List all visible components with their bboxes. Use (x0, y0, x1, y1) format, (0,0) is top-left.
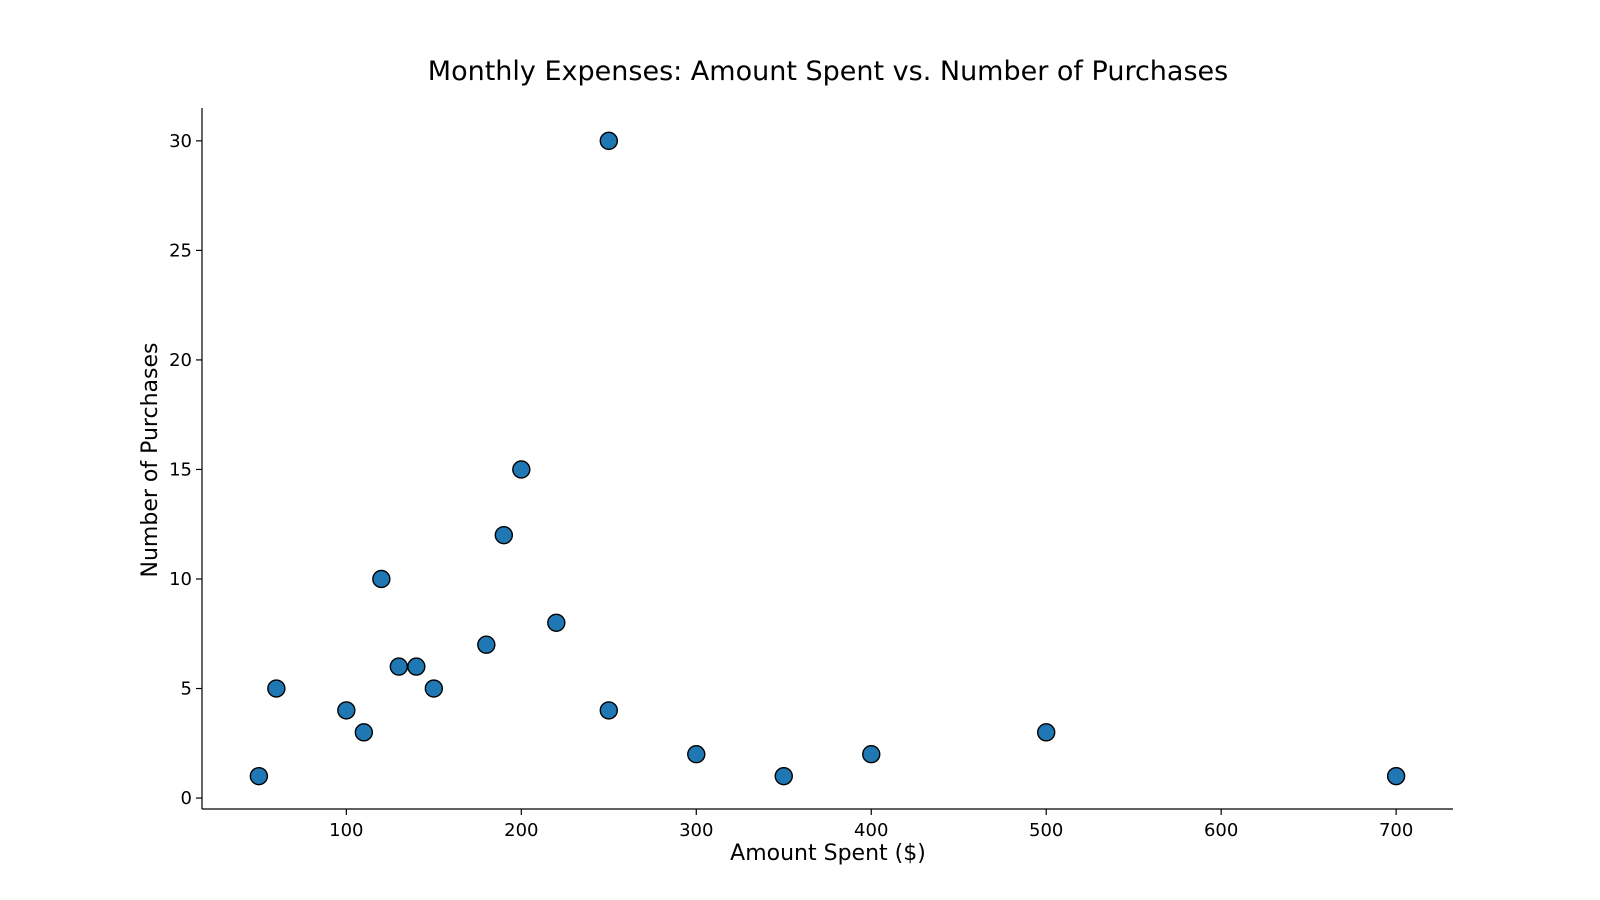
x-axis-label: Amount Spent ($) (730, 841, 926, 866)
data-point (354, 723, 374, 742)
data-point (547, 613, 566, 632)
y-axis-ticks: 0 5 10 15 20 25 30 (169, 131, 202, 809)
data-point (407, 657, 426, 676)
data-point (599, 131, 618, 151)
y-tick-label: 10 (169, 569, 192, 590)
x-tick-label: 700 (1379, 820, 1413, 841)
data-point (687, 745, 706, 764)
data-points (249, 131, 1406, 786)
y-tick-label: 15 (169, 459, 192, 480)
x-tick-label: 300 (679, 820, 713, 841)
y-tick-label: 0 (181, 788, 192, 809)
x-tick-label: 200 (504, 820, 538, 841)
data-point (389, 657, 409, 676)
y-tick-label: 25 (169, 240, 192, 261)
y-tick-label: 30 (169, 131, 192, 152)
y-axis-label: Number of Purchases (138, 343, 163, 578)
data-point (249, 766, 269, 786)
x-tick-label: 400 (854, 820, 888, 841)
x-axis-ticks: 100 200 300 400 500 600 700 (329, 809, 1413, 841)
data-point (477, 635, 496, 654)
y-tick-label: 5 (181, 679, 192, 700)
x-tick-label: 100 (329, 820, 363, 841)
chart-title: Monthly Expenses: Amount Spent vs. Numbe… (428, 56, 1228, 87)
data-point (337, 701, 356, 720)
data-point (774, 766, 793, 786)
data-point (599, 701, 618, 720)
data-point (862, 745, 881, 764)
data-point (1386, 766, 1406, 786)
data-point (424, 679, 444, 698)
data-point (372, 569, 391, 589)
data-point (512, 460, 531, 479)
data-point (1037, 723, 1056, 742)
y-tick-label: 20 (169, 350, 192, 371)
data-point (267, 679, 286, 698)
x-tick-label: 600 (1204, 820, 1238, 841)
x-tick-label: 500 (1029, 820, 1063, 841)
data-point (494, 525, 514, 545)
